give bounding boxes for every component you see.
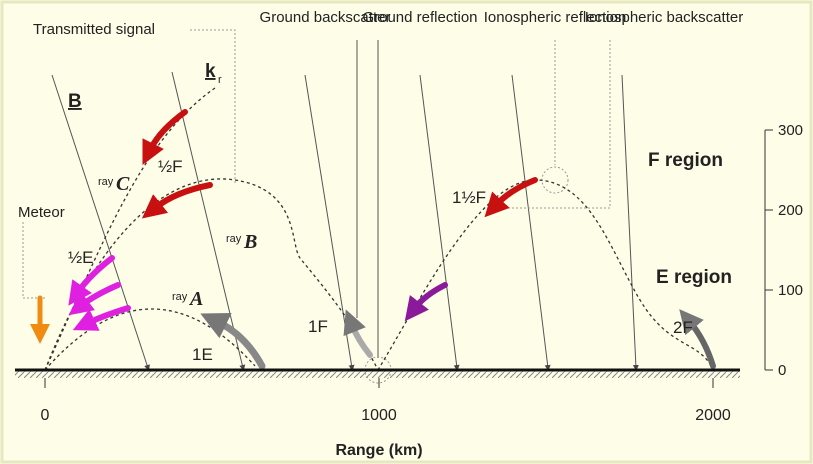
label: C <box>116 173 130 195</box>
label: A <box>188 288 203 310</box>
label: Transmitted signal <box>33 21 155 38</box>
label: ray <box>226 233 242 245</box>
height-tick-label: 0 <box>778 362 786 379</box>
label: ½F <box>158 157 183 176</box>
field-lines <box>51 71 639 371</box>
axis-title: Range (km) <box>335 442 422 459</box>
label: 2F <box>673 318 693 337</box>
label: ray <box>98 176 114 188</box>
x-tick-label: 2000 <box>695 407 731 424</box>
label: 1E <box>192 345 213 364</box>
labels: Transmitted signal Ground backscatter Gr… <box>18 9 743 459</box>
label: 1F <box>308 317 328 336</box>
label: k <box>205 61 216 82</box>
label: Meteor <box>18 204 65 221</box>
arrows <box>30 109 716 370</box>
label: E region <box>656 267 732 288</box>
ground-hatch <box>15 370 740 378</box>
ray-paths <box>44 87 714 371</box>
label: ray <box>172 291 188 303</box>
label: r <box>218 74 222 86</box>
label: Ionospheric reflection <box>484 9 627 26</box>
label: 1½F <box>452 188 486 207</box>
label: B <box>243 231 257 253</box>
height-tick-label: 100 <box>778 282 803 299</box>
label: F region <box>648 150 723 171</box>
height-tick-label: 200 <box>778 202 803 219</box>
x-tick-label: 1000 <box>361 407 397 424</box>
label: B <box>68 91 82 112</box>
label: Ground backscatter <box>260 9 391 26</box>
label: Ground reflection <box>362 9 477 26</box>
x-tick-label: 0 <box>41 407 50 424</box>
label: ½E <box>68 248 94 267</box>
height-tick-label: 300 <box>778 122 803 139</box>
label: Ionospheric backscatter <box>585 9 743 26</box>
